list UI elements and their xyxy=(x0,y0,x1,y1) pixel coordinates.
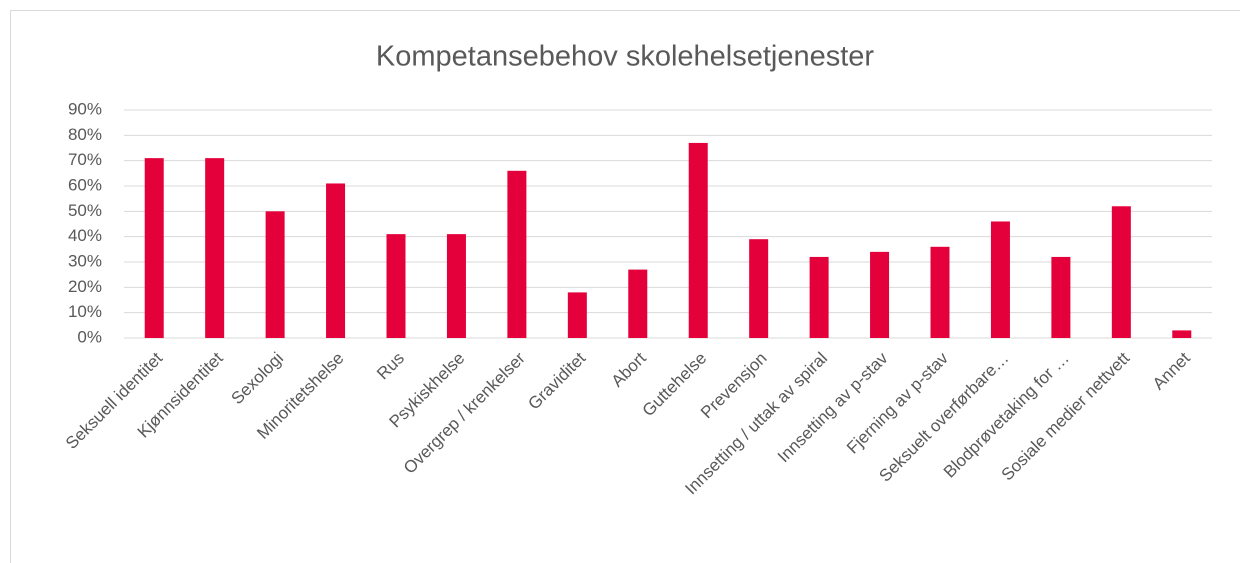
x-tick-label: Graviditet xyxy=(524,348,589,413)
chart-title: Kompetansebehov skolehelsetjenester xyxy=(376,41,874,73)
x-tick-label: Abort xyxy=(608,348,650,390)
chart-border xyxy=(10,10,1240,563)
x-tick-label: Annet xyxy=(1149,348,1194,393)
bar xyxy=(930,246,950,338)
bar xyxy=(809,256,829,338)
bar xyxy=(990,221,1010,338)
x-tick-label: Innsetting av p-stav xyxy=(774,348,892,466)
y-tick-label: 50% xyxy=(68,201,102,220)
bar xyxy=(1172,330,1192,338)
y-tick-label: 40% xyxy=(68,226,102,245)
x-tick-label: Sexologi xyxy=(228,349,288,409)
y-tick-label: 0% xyxy=(77,327,102,346)
y-tick-label: 60% xyxy=(68,175,102,194)
bar xyxy=(870,251,890,338)
bar xyxy=(567,292,587,338)
y-tick-label: 90% xyxy=(68,99,102,118)
bar xyxy=(144,158,164,338)
bar xyxy=(507,170,527,338)
bar xyxy=(688,142,708,338)
bar xyxy=(1051,256,1071,338)
bar xyxy=(386,234,406,338)
y-tick-label: 30% xyxy=(68,251,102,270)
y-tick-label: 20% xyxy=(68,277,102,296)
bar xyxy=(1111,206,1131,338)
bar xyxy=(628,269,648,338)
y-tick-label: 70% xyxy=(68,150,102,169)
bar xyxy=(265,211,285,338)
x-tick-label: Fjerning av p-stav xyxy=(843,348,952,457)
bar xyxy=(749,239,769,338)
bar xyxy=(446,234,466,338)
y-tick-label: 80% xyxy=(68,125,102,144)
bar xyxy=(205,158,225,338)
x-tick-label: Overgrep / krenkelser xyxy=(400,348,529,477)
x-tick-label: Rus xyxy=(373,349,408,384)
y-tick-label: 10% xyxy=(68,302,102,321)
bar xyxy=(326,183,346,338)
